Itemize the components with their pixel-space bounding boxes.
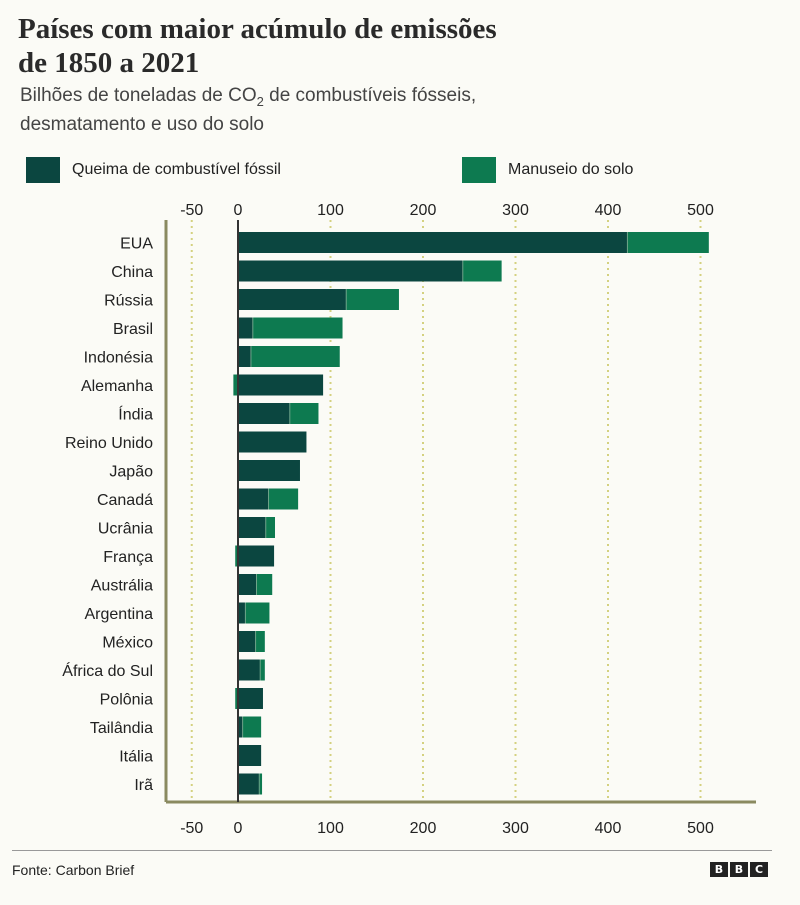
bbc-logo-letter: B <box>730 862 748 877</box>
x-tick-label-bottom: 0 <box>234 820 243 837</box>
bar-fossil <box>238 602 246 624</box>
bar-fossil <box>238 716 243 738</box>
category-label: Índia <box>118 405 153 424</box>
bar-fossil <box>238 688 263 709</box>
x-tick-label-top: -50 <box>180 202 203 219</box>
legend-label-land: Manuseio do solo <box>508 161 634 178</box>
bar-fossil <box>238 659 261 681</box>
chart-title-line1: Países com maior acúmulo de emissões <box>18 13 497 45</box>
chart-subtitle: Bilhões de toneladas de CO2 de combustív… <box>20 84 720 136</box>
bbc-logo-letter: B <box>710 862 728 877</box>
category-label: EUA <box>120 236 153 253</box>
x-tick-label-bottom: 400 <box>595 820 622 837</box>
category-label: Austrália <box>91 578 153 595</box>
bar-fossil <box>238 260 463 282</box>
x-tick-label-top: 200 <box>410 202 437 219</box>
category-label: Itália <box>119 749 153 766</box>
subtitle-text: Bilhões de toneladas de CO <box>20 85 257 106</box>
category-label: México <box>102 635 153 652</box>
x-tick-label-bottom: 100 <box>317 820 344 837</box>
category-label: Rússia <box>104 293 153 310</box>
subtitle-line2: desmatamento e uso do solo <box>20 113 264 135</box>
x-tick-label-top: 0 <box>234 202 243 219</box>
bar-land <box>462 260 502 282</box>
bar-fossil <box>238 488 269 510</box>
category-label: Ucrânia <box>98 521 153 538</box>
x-tick-label-bottom: 200 <box>410 820 437 837</box>
category-label: Reino Unido <box>65 435 153 452</box>
x-tick-label-top: 500 <box>687 202 714 219</box>
legend-swatch-land <box>462 157 496 183</box>
bar-fossil <box>238 745 262 766</box>
bar-land <box>289 403 319 424</box>
bar-land <box>235 688 238 709</box>
footer-divider <box>12 850 772 851</box>
bar-land <box>242 716 262 738</box>
bar-fossil <box>238 403 290 424</box>
bar-land <box>268 488 299 510</box>
category-label: Brasil <box>113 321 153 338</box>
bar-land <box>252 317 343 339</box>
bar-land <box>346 289 399 310</box>
category-label: Tailândia <box>90 720 153 737</box>
bar-fossil <box>238 289 347 310</box>
category-label: Irã <box>134 777 153 794</box>
bar-fossil <box>238 574 257 595</box>
category-label: África do Sul <box>62 661 153 680</box>
bar-land <box>235 545 238 567</box>
legend-swatch-fossil <box>26 157 60 183</box>
category-label: Indonésia <box>84 350 153 367</box>
bbc-logo-letter: C <box>750 862 768 877</box>
x-tick-label-top: 400 <box>595 202 622 219</box>
bar-chart: -50 -50 0 0 100 100 200 200 300 300 400 400 500 500 EU… <box>62 202 756 837</box>
category-label: Canadá <box>97 492 153 509</box>
category-label: Alemanha <box>81 378 153 395</box>
legend-item-fossil: Queima de combustível fóssil <box>26 155 281 185</box>
bar-fossil <box>238 460 300 481</box>
bar-fossil <box>238 232 628 253</box>
chart-title: Países com maior acúmulo de emissões de … <box>18 12 718 80</box>
bar-fossil <box>238 346 251 367</box>
source-note: Fonte: Carbon Brief <box>12 862 135 878</box>
bar-fossil <box>238 374 324 396</box>
bar-land <box>255 631 265 652</box>
x-tick-label-top: 100 <box>317 202 344 219</box>
bar-land <box>250 346 340 367</box>
x-tick-label-bottom: 300 <box>502 820 529 837</box>
bar-land <box>260 659 265 681</box>
x-tick-label-bottom: 500 <box>687 820 714 837</box>
bar-fossil <box>238 317 253 339</box>
category-label: Japão <box>109 464 153 481</box>
bar-land <box>259 773 263 795</box>
category-label: França <box>103 549 153 566</box>
bar-land <box>265 517 275 538</box>
bar-fossil <box>238 631 256 652</box>
x-tick-label-top: 300 <box>502 202 529 219</box>
bar-land <box>256 574 273 595</box>
bar-fossil <box>238 517 266 538</box>
subtitle-text-end: de combustíveis fósseis, <box>263 85 477 106</box>
legend-item-land: Manuseio do solo <box>462 155 633 185</box>
bar-land <box>245 602 270 624</box>
bar-land <box>233 374 238 396</box>
x-tick-label-bottom: -50 <box>180 820 203 837</box>
category-label: China <box>111 264 153 281</box>
bar-fossil <box>238 545 275 567</box>
bar-fossil <box>238 773 260 795</box>
bar-land <box>627 232 709 253</box>
legend-label-fossil: Queima de combustível fóssil <box>72 161 281 178</box>
chart-title-line2: de 1850 a 2021 <box>18 47 200 79</box>
bar-fossil <box>238 431 307 453</box>
subtitle-subscript: 2 <box>256 93 264 109</box>
bbc-logo: B B C <box>710 862 768 877</box>
category-label: Polônia <box>100 692 153 709</box>
legend: Queima de combustível fóssil Manuseio do… <box>26 155 746 189</box>
category-label: Argentina <box>85 606 154 623</box>
